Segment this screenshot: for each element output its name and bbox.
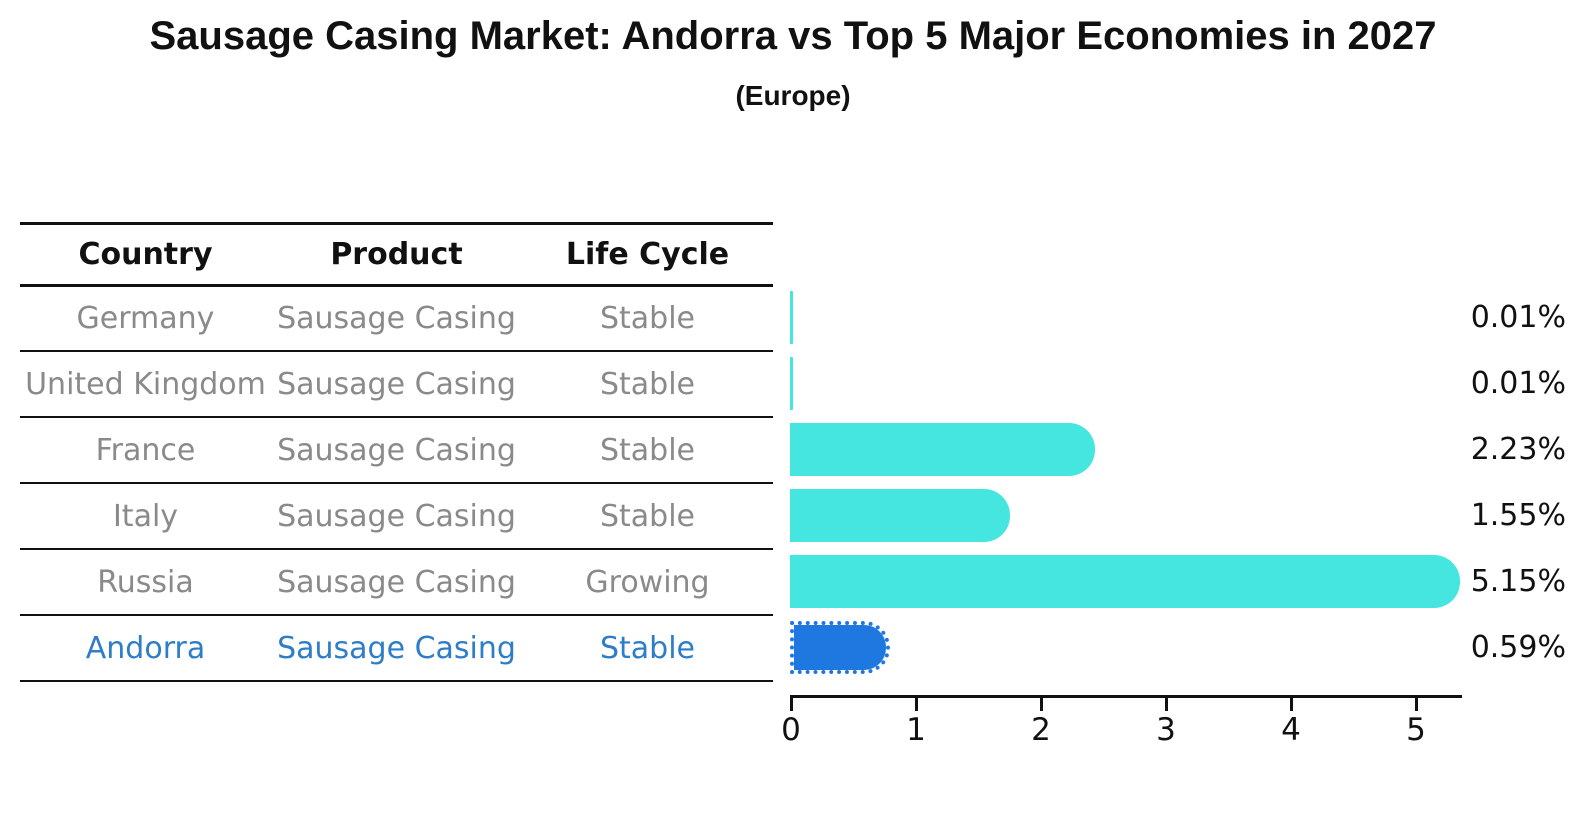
x-axis-tick bbox=[915, 695, 918, 711]
table-row-rule bbox=[20, 614, 773, 616]
country-cell: Andorra bbox=[85, 630, 206, 666]
table-row-germany: Germany Sausage Casing Stable bbox=[20, 286, 773, 350]
product-cell: Sausage Casing bbox=[277, 300, 516, 336]
table-row-andorra: Andorra Sausage Casing Stable bbox=[20, 616, 773, 680]
product-cell: Sausage Casing bbox=[277, 432, 516, 468]
country-cell: France bbox=[95, 432, 196, 468]
x-axis-tick bbox=[1290, 695, 1293, 711]
column-header-product: Product bbox=[330, 237, 463, 272]
chart-title: Sausage Casing Market: Andorra vs Top 5 … bbox=[149, 14, 1437, 58]
table-row-france: France Sausage Casing Stable bbox=[20, 418, 773, 482]
x-axis-tick bbox=[790, 695, 793, 711]
value-label-france: 2.23% bbox=[1470, 432, 1566, 467]
life-cycle-cell: Stable bbox=[599, 498, 696, 534]
x-axis-tick bbox=[1165, 695, 1168, 711]
table-row-rule bbox=[20, 416, 773, 418]
value-label-united-kingdom: 0.01% bbox=[1470, 366, 1566, 401]
life-cycle-cell: Growing bbox=[585, 564, 710, 600]
country-cell: United Kingdom bbox=[25, 366, 266, 402]
product-cell: Sausage Casing bbox=[277, 366, 516, 402]
bar-italy bbox=[790, 489, 1010, 542]
x-axis-tick-label: 2 bbox=[1031, 712, 1051, 748]
bar-germany bbox=[790, 291, 793, 344]
country-cell: Italy bbox=[112, 498, 179, 534]
product-cell: Sausage Casing bbox=[277, 630, 516, 666]
life-cycle-cell: Stable bbox=[599, 300, 696, 336]
value-label-andorra: 0.59% bbox=[1470, 630, 1566, 665]
life-cycle-cell: Stable bbox=[599, 366, 696, 402]
x-axis-tick-label: 0 bbox=[781, 712, 801, 748]
product-cell: Sausage Casing bbox=[277, 564, 516, 600]
x-axis-line bbox=[790, 695, 1462, 698]
country-cell: Germany bbox=[76, 300, 215, 336]
x-axis-tick-label: 4 bbox=[1281, 712, 1301, 748]
bar-france bbox=[790, 423, 1095, 476]
x-axis-tick-label: 3 bbox=[1156, 712, 1176, 748]
bar-russia bbox=[790, 555, 1460, 608]
life-cycle-cell: Stable bbox=[599, 630, 696, 666]
country-cell: Russia bbox=[97, 564, 194, 600]
table-row-rule bbox=[20, 350, 773, 352]
column-header-country: Country bbox=[78, 237, 213, 272]
x-axis-tick-label: 1 bbox=[906, 712, 926, 748]
table-row-united-kingdom: United Kingdom Sausage Casing Stable bbox=[20, 352, 773, 416]
table-header-row: Country Product Life Cycle bbox=[20, 225, 773, 284]
table-header-rule bbox=[20, 284, 773, 287]
value-label-italy: 1.55% bbox=[1470, 498, 1566, 533]
x-axis-tick bbox=[1040, 695, 1043, 711]
column-header-life-cycle: Life Cycle bbox=[565, 237, 730, 272]
value-label-germany: 0.01% bbox=[1470, 300, 1566, 335]
table-bottom-rule bbox=[20, 680, 773, 682]
table-row-rule bbox=[20, 482, 773, 484]
chart-subtitle: (Europe) bbox=[735, 80, 851, 111]
x-axis-tick-label: 5 bbox=[1406, 712, 1426, 748]
table-row-russia: Russia Sausage Casing Growing bbox=[20, 550, 773, 614]
product-cell: Sausage Casing bbox=[277, 498, 516, 534]
value-label-russia: 5.15% bbox=[1470, 564, 1566, 599]
table-row-italy: Italy Sausage Casing Stable bbox=[20, 484, 773, 548]
table-top-rule bbox=[20, 222, 773, 225]
bar-united-kingdom bbox=[790, 357, 793, 410]
bar-andorra bbox=[790, 621, 890, 674]
table-row-rule bbox=[20, 548, 773, 550]
life-cycle-cell: Stable bbox=[599, 432, 696, 468]
x-axis-tick bbox=[1415, 695, 1418, 711]
